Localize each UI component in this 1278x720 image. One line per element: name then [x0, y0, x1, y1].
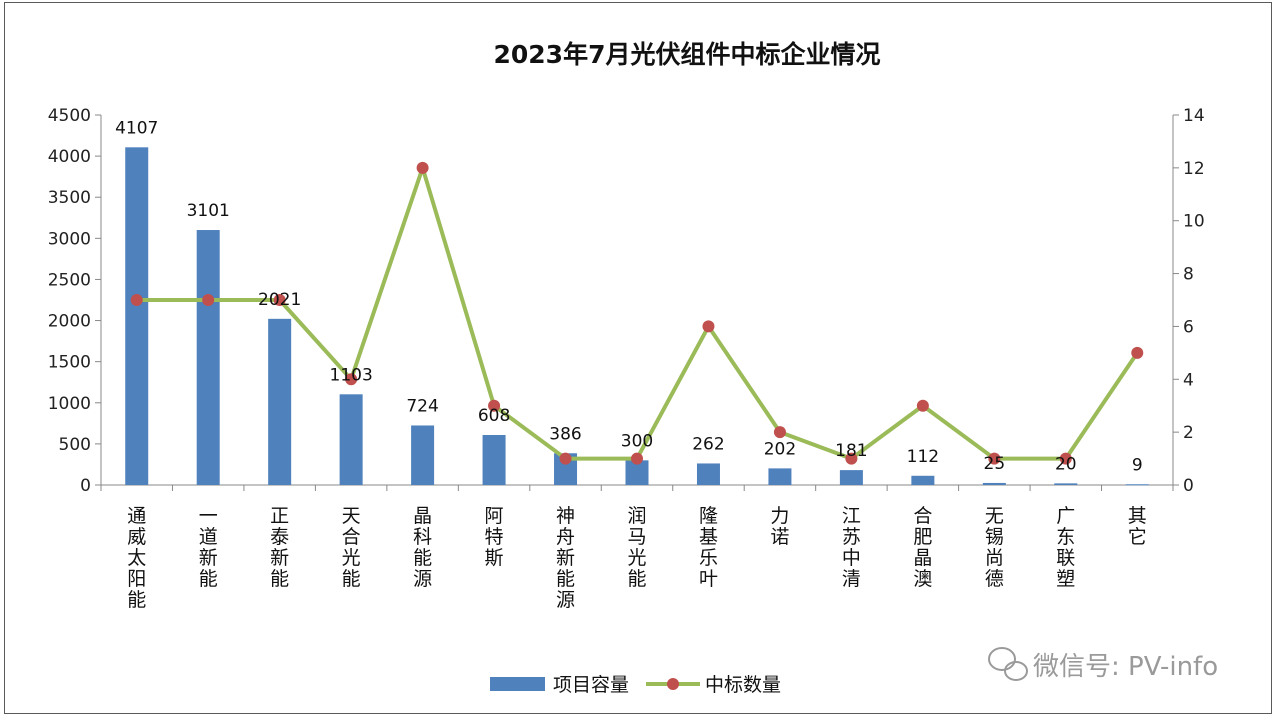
legend: 项目容量 中标数量 — [490, 674, 781, 696]
category-label: 晶科能源 — [413, 505, 432, 590]
data-label: 112 — [907, 447, 939, 467]
category-label: 无锡尚德 — [985, 505, 1004, 590]
count-point — [202, 294, 215, 306]
bar — [839, 470, 863, 485]
y2-tick-label: 12 — [1183, 159, 1205, 179]
count-point — [845, 452, 858, 465]
bar — [625, 460, 649, 485]
y2-tick-label: 6 — [1183, 317, 1194, 337]
y-tick-label: 4500 — [48, 106, 91, 126]
category-labels: 通威太阳能 一道新能 正泰新能 天合光能 晶科能源 阿特斯 神舟新能源 润马光能 隆基乐叶 力诺 江… — [127, 505, 1147, 611]
y-tick-label: 500 — [59, 435, 91, 455]
data-label: 608 — [478, 406, 510, 426]
count-point — [1059, 452, 1072, 465]
data-label: 20 — [1055, 454, 1077, 474]
category-label: 合肥晶澳 — [913, 505, 932, 590]
y-tick-label: 1000 — [48, 394, 91, 414]
category-label: 润马光能 — [627, 505, 646, 590]
chart-title: 2023年7月光伏组件中标企业情况 — [494, 40, 881, 69]
y-tick-label: 0 — [80, 476, 91, 496]
count-point — [773, 426, 786, 439]
watermark: 微信号: PV-info — [988, 647, 1218, 682]
count-point — [416, 161, 429, 174]
legend-label-count: 中标数量 — [705, 674, 781, 696]
count-point — [988, 452, 1001, 465]
count-point — [345, 373, 358, 386]
category-label: 一道新能 — [199, 505, 218, 590]
category-label: 阿特斯 — [485, 505, 504, 569]
data-label: 3101 — [187, 201, 230, 221]
bar — [982, 482, 1006, 485]
y-tick-label: 2500 — [48, 270, 91, 290]
y2-tick-label: 2 — [1183, 423, 1194, 443]
category-label: 天合光能 — [342, 505, 361, 590]
data-label: 9 — [1132, 455, 1143, 475]
data-label: 724 — [406, 396, 438, 416]
bar — [339, 394, 363, 485]
category-label: 力诺 — [770, 505, 789, 548]
category-label: 江苏中清 — [842, 505, 861, 590]
chart-frame: 2023年7月光伏组件中标企业情况 0 500 1000 1500 2000 2500 30… — [4, 2, 1272, 714]
chart: 2023年7月光伏组件中标企业情况 0 500 1000 1500 2000 2500 30… — [48, 40, 1218, 696]
category-label: 通威太阳能 — [127, 505, 146, 611]
data-label: 25 — [984, 454, 1006, 474]
wechat-icon — [988, 647, 1028, 681]
data-label: 300 — [621, 431, 653, 451]
y-tick-label: 4000 — [48, 147, 91, 167]
y-tick-label: 2000 — [48, 312, 91, 332]
line-series — [130, 161, 1144, 465]
y-tick-label: 1500 — [48, 353, 91, 373]
bar — [696, 463, 720, 485]
bar-series — [125, 147, 1149, 486]
watermark-text: 微信号: PV-info — [1033, 652, 1218, 682]
bar — [411, 425, 435, 485]
y-tick-label: 3500 — [48, 188, 91, 208]
data-label: 262 — [692, 434, 724, 454]
bar — [268, 318, 292, 485]
data-label: 386 — [549, 424, 581, 444]
data-label: 4107 — [115, 118, 158, 138]
y2-tick-label: 8 — [1183, 265, 1194, 285]
count-point — [1131, 346, 1144, 359]
legend-swatch-capacity — [490, 677, 545, 691]
count-point — [488, 399, 501, 412]
data-label: 1103 — [330, 365, 373, 385]
category-label: 广东联塑 — [1056, 505, 1075, 590]
count-point — [702, 320, 715, 333]
count-point — [559, 452, 572, 465]
bar — [482, 435, 506, 485]
y-tick-label: 3000 — [48, 229, 91, 249]
y2-tick-label: 14 — [1183, 106, 1205, 126]
bar — [554, 453, 578, 485]
legend-label-capacity: 项目容量 — [553, 674, 629, 696]
category-label: 神舟新能源 — [556, 505, 575, 611]
y2-tick-label: 4 — [1183, 370, 1194, 390]
count-point — [273, 294, 286, 306]
bar — [125, 147, 149, 485]
count-point — [916, 399, 929, 412]
data-labels: 4107 3101 2021 1103 724 608 386 300 262 202 181 112… — [115, 118, 1143, 475]
y2-tick-label: 0 — [1183, 476, 1194, 496]
bar — [1125, 484, 1149, 486]
bar — [911, 475, 935, 485]
bar — [768, 468, 792, 485]
category-label: 其它 — [1128, 505, 1147, 548]
data-label: 2021 — [258, 290, 301, 310]
bar — [1054, 483, 1078, 485]
count-point — [130, 294, 143, 306]
y2-tick-label: 10 — [1183, 212, 1205, 232]
data-label: 181 — [835, 441, 867, 461]
count-point — [631, 452, 643, 465]
category-label: 正泰新能 — [270, 505, 289, 590]
data-label: 202 — [764, 439, 796, 459]
legend-marker-count — [667, 678, 679, 690]
bar — [196, 230, 220, 485]
category-label: 隆基乐叶 — [699, 505, 718, 590]
